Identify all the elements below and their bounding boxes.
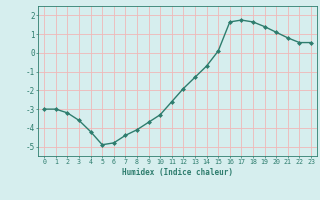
X-axis label: Humidex (Indice chaleur): Humidex (Indice chaleur) — [122, 168, 233, 177]
